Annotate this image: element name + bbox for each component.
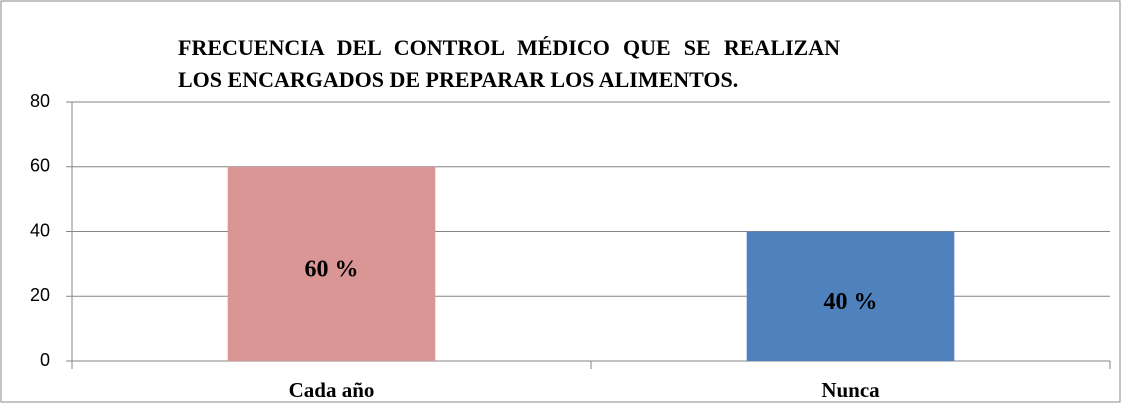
x-tick-label: Cada año (289, 378, 375, 402)
y-tick-label: 0 (40, 350, 50, 370)
y-tick-label: 60 (30, 156, 50, 176)
x-tick-label: Nunca (821, 378, 880, 402)
y-tick-label: 80 (30, 91, 50, 111)
bar (227, 166, 436, 361)
y-tick-label: 40 (30, 220, 50, 240)
data-label: 40 % (824, 289, 878, 315)
chart-title: FRECUENCIA DEL CONTROL MÉDICO QUE SE REA… (178, 35, 840, 92)
data-label: 60 % (305, 256, 359, 282)
y-tick-label: 20 (30, 285, 50, 305)
bar (746, 231, 955, 361)
